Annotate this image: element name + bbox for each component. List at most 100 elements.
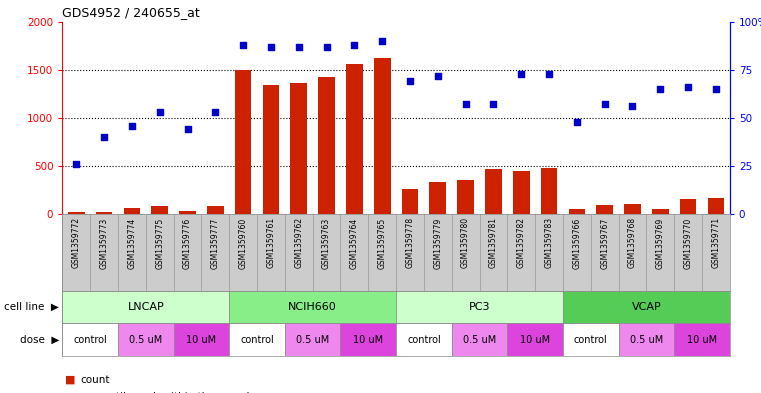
Text: 10 uM: 10 uM bbox=[687, 335, 717, 345]
Bar bbox=[402, 189, 419, 214]
Text: control: control bbox=[240, 335, 274, 345]
Bar bbox=[563, 323, 619, 356]
Text: GDS4952 / 240655_at: GDS4952 / 240655_at bbox=[62, 6, 200, 19]
Text: LNCAP: LNCAP bbox=[127, 302, 164, 312]
Bar bbox=[68, 212, 84, 214]
Point bbox=[376, 38, 388, 44]
Point bbox=[320, 44, 333, 50]
Bar bbox=[452, 323, 508, 356]
Text: control: control bbox=[574, 335, 607, 345]
Point bbox=[431, 72, 444, 79]
Bar bbox=[207, 206, 224, 214]
Bar bbox=[318, 77, 335, 214]
Text: GSM1359768: GSM1359768 bbox=[628, 217, 637, 268]
Text: GSM1359777: GSM1359777 bbox=[211, 217, 220, 268]
Text: GSM1359770: GSM1359770 bbox=[683, 217, 693, 268]
Text: GSM1359775: GSM1359775 bbox=[155, 217, 164, 268]
Text: control: control bbox=[73, 335, 107, 345]
Text: 10 uM: 10 uM bbox=[186, 335, 217, 345]
Text: GSM1359769: GSM1359769 bbox=[656, 217, 665, 268]
Bar bbox=[674, 323, 730, 356]
Point bbox=[682, 84, 694, 90]
Text: GSM1359778: GSM1359778 bbox=[406, 217, 415, 268]
Point bbox=[460, 101, 472, 108]
Point bbox=[237, 42, 250, 48]
Text: VCAP: VCAP bbox=[632, 302, 661, 312]
Text: 0.5 uM: 0.5 uM bbox=[463, 335, 496, 345]
Point bbox=[654, 86, 667, 92]
Bar bbox=[118, 323, 174, 356]
Point bbox=[349, 42, 361, 48]
Text: NCIH660: NCIH660 bbox=[288, 302, 337, 312]
Text: cell line  ▶: cell line ▶ bbox=[5, 302, 59, 312]
Bar bbox=[568, 209, 585, 214]
Point bbox=[404, 78, 416, 84]
Bar bbox=[229, 291, 396, 323]
Text: GSM1359762: GSM1359762 bbox=[295, 217, 304, 268]
Point bbox=[599, 101, 611, 108]
Point bbox=[126, 123, 138, 129]
Text: GSM1359763: GSM1359763 bbox=[322, 217, 331, 268]
Text: GSM1359765: GSM1359765 bbox=[377, 217, 387, 268]
Bar bbox=[96, 212, 113, 214]
Text: 0.5 uM: 0.5 uM bbox=[630, 335, 663, 345]
Point bbox=[626, 103, 638, 110]
Bar bbox=[652, 209, 669, 214]
Point bbox=[265, 44, 277, 50]
Text: GSM1359782: GSM1359782 bbox=[517, 217, 526, 268]
Bar bbox=[291, 83, 307, 214]
Text: GSM1359766: GSM1359766 bbox=[572, 217, 581, 268]
Text: 0.5 uM: 0.5 uM bbox=[296, 335, 330, 345]
Bar bbox=[619, 323, 674, 356]
Bar bbox=[396, 291, 563, 323]
Bar bbox=[174, 323, 229, 356]
Text: GSM1359767: GSM1359767 bbox=[600, 217, 609, 268]
Bar bbox=[541, 168, 557, 214]
Bar bbox=[457, 180, 474, 214]
Bar bbox=[513, 171, 530, 214]
Text: 0.5 uM: 0.5 uM bbox=[129, 335, 162, 345]
Point bbox=[154, 109, 166, 115]
Text: GSM1359771: GSM1359771 bbox=[712, 217, 721, 268]
Point bbox=[98, 134, 110, 140]
Text: GSM1359780: GSM1359780 bbox=[461, 217, 470, 268]
Bar bbox=[235, 70, 251, 214]
Bar bbox=[346, 64, 363, 214]
Bar bbox=[123, 208, 140, 214]
Bar bbox=[624, 204, 641, 214]
Text: 10 uM: 10 uM bbox=[353, 335, 384, 345]
Bar bbox=[285, 323, 340, 356]
Bar bbox=[374, 58, 390, 214]
Point bbox=[181, 126, 193, 132]
Text: percentile rank within the sample: percentile rank within the sample bbox=[80, 392, 256, 393]
Point bbox=[515, 70, 527, 77]
Text: dose  ▶: dose ▶ bbox=[20, 335, 59, 345]
Text: ■: ■ bbox=[65, 392, 76, 393]
Text: GSM1359772: GSM1359772 bbox=[72, 217, 81, 268]
Bar bbox=[62, 323, 118, 356]
Text: GSM1359760: GSM1359760 bbox=[239, 217, 247, 268]
Point bbox=[487, 101, 499, 108]
Bar bbox=[151, 206, 168, 214]
Bar bbox=[263, 85, 279, 214]
Bar bbox=[340, 323, 396, 356]
Point bbox=[70, 161, 82, 167]
Point bbox=[543, 70, 555, 77]
Bar bbox=[179, 211, 196, 214]
Bar bbox=[396, 323, 452, 356]
Text: GSM1359781: GSM1359781 bbox=[489, 217, 498, 268]
Text: GSM1359764: GSM1359764 bbox=[350, 217, 359, 268]
Point bbox=[571, 119, 583, 125]
Bar bbox=[485, 169, 501, 214]
Text: ■: ■ bbox=[65, 375, 76, 385]
Text: PC3: PC3 bbox=[469, 302, 490, 312]
Bar bbox=[429, 182, 446, 214]
Bar bbox=[597, 204, 613, 214]
Bar bbox=[508, 323, 563, 356]
Bar bbox=[708, 198, 724, 214]
Point bbox=[293, 44, 305, 50]
Text: GSM1359773: GSM1359773 bbox=[100, 217, 109, 268]
Text: GSM1359783: GSM1359783 bbox=[545, 217, 553, 268]
Text: count: count bbox=[80, 375, 110, 385]
Point bbox=[209, 109, 221, 115]
